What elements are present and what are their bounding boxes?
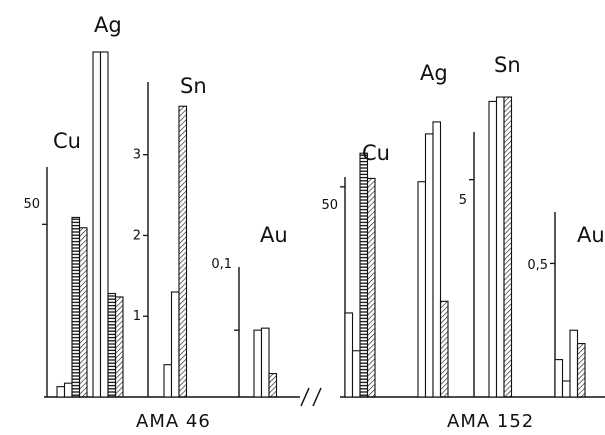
bar-cu-ama-46-4 — [78, 227, 88, 398]
bar-cu-ama-152-4 — [366, 177, 376, 398]
panel-cu-ama-46: Cu 50 — [23, 129, 88, 398]
tick-label-au-ama-46-0: 0,1 — [211, 257, 232, 272]
bar-sn-ama-152-3 — [503, 96, 513, 398]
bar-cu-ama-152-1 — [344, 312, 354, 398]
bar-ag-ama-152-1 — [417, 181, 427, 398]
element-label-au-ama-46: Au — [260, 223, 288, 247]
bar-ag-ama-46-1 — [92, 51, 102, 398]
bar-au-ama-152-4 — [576, 343, 586, 398]
panel-au-ama-152: Au 0,5 — [527, 212, 605, 398]
tick-label-sn-ama-152-0: 5 — [459, 193, 467, 208]
element-label-sn-ama-152: Sn — [494, 53, 521, 77]
bar-cu-ama-152-2 — [351, 350, 361, 398]
panel-au-ama-46: Au 0,1 — [211, 223, 288, 398]
bar-au-ama-46-2 — [260, 327, 270, 398]
bar-sn-ama-152-2 — [495, 96, 505, 398]
element-label-cu-ama-46: Cu — [53, 129, 81, 153]
sample-label-ama-152: AMA 152 — [447, 411, 534, 432]
bar-sn-ama-46-2 — [170, 291, 180, 398]
sample-label-ama-46: AMA 46 — [136, 411, 211, 432]
axis-break-mark — [300, 387, 322, 407]
bar-cu-ama-46-1 — [56, 386, 66, 398]
tick-label-sn-ama-46-0: 1 — [133, 309, 141, 324]
tick-label-sn-ama-46-1: 2 — [133, 228, 141, 243]
bar-sn-ama-46-3 — [178, 105, 188, 398]
tick-label-cu-ama-152-0: 50 — [321, 198, 338, 213]
panel-ag-ama-46: Ag — [92, 13, 124, 398]
bar-au-ama-152-1 — [554, 359, 564, 398]
element-label-ag-ama-46: Ag — [94, 13, 122, 37]
bar-ag-ama-46-2 — [99, 51, 109, 398]
bar-au-ama-46-1 — [253, 329, 263, 398]
bar-au-ama-46-3 — [268, 373, 278, 398]
panel-sn-ama-152: Sn 5 — [459, 53, 521, 398]
bar-ag-ama-152-2 — [424, 133, 434, 398]
element-label-sn-ama-46: Sn — [180, 74, 207, 98]
bar-ag-ama-152-3 — [432, 121, 442, 398]
bar-sn-ama-152-1 — [488, 100, 498, 398]
tick-label-au-ama-152-0: 0,5 — [527, 258, 548, 273]
bar-ag-ama-152-4 — [439, 300, 449, 398]
bar-au-ama-152-2 — [561, 380, 571, 398]
bar-ag-ama-46-4 — [114, 296, 124, 398]
bar-au-ama-152-3 — [569, 329, 579, 398]
tick-label-sn-ama-46-2: 3 — [133, 148, 141, 163]
panel-sn-ama-46: Sn 1 2 3 — [133, 74, 207, 398]
element-label-ag-ama-152: Ag — [420, 61, 448, 85]
bar-sn-ama-46-1 — [163, 364, 173, 398]
bar-cu-ama-46-3 — [71, 216, 81, 398]
bar-ag-ama-46-3 — [107, 292, 117, 398]
panel-ag-ama-152: Ag — [417, 61, 449, 398]
bar-cu-ama-152-3 — [359, 152, 369, 398]
element-label-au-ama-152: Au — [577, 223, 605, 247]
tick-label-cu-ama-46-0: 50 — [23, 197, 40, 212]
bar-cu-ama-46-2 — [63, 382, 73, 398]
